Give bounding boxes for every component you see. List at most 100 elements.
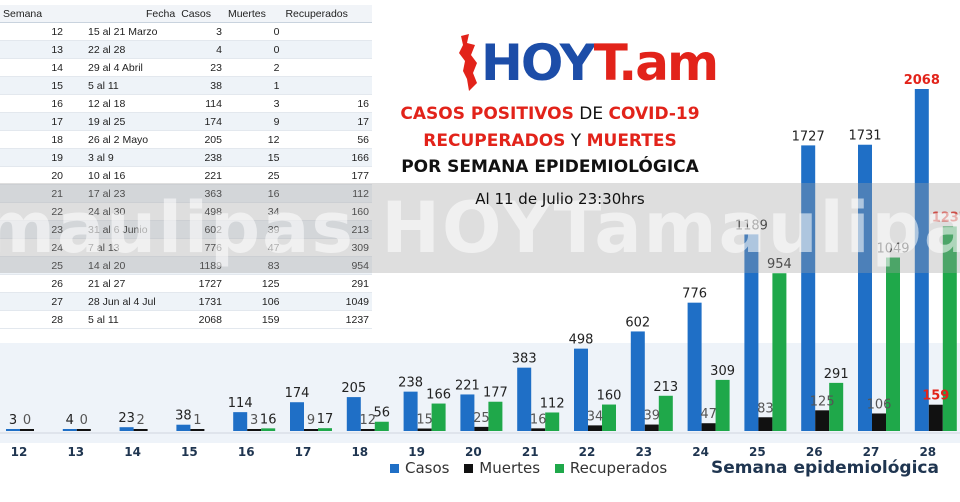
cell-casos: 1189 [178, 256, 225, 275]
cell-muertes: 159 [224, 310, 283, 329]
legend-item-muertes: Muertes [464, 459, 540, 477]
x-tick-13: 13 [67, 445, 84, 459]
cell-casos: 363 [178, 184, 225, 203]
data-label-recuperados-28: 1237 [932, 210, 960, 225]
data-label-casos-18: 205 [341, 381, 366, 396]
table-row: 12 15 al 21 Marzo 3 0 [0, 22, 372, 41]
data-label-recuperados-16: 16 [260, 412, 277, 427]
cell-semana: 18 [0, 130, 66, 149]
title-covid: COVID-19 [608, 104, 700, 124]
tamaulipas-map-icon [459, 34, 477, 91]
cell-fecha: 14 al 20 [66, 256, 179, 275]
bar-muertes-27 [872, 413, 886, 431]
data-label-casos-15: 38 [175, 409, 192, 424]
x-tick-21: 21 [522, 445, 539, 459]
legend-label-muertes: Muertes [479, 459, 541, 477]
cell-recuperados: 56 [282, 130, 372, 149]
bar-muertes-13 [76, 429, 91, 431]
cell-fecha: 19 al 25 [66, 112, 179, 131]
table-row: 28 5 al 11 2068 159 1237 [0, 310, 372, 329]
table-row: 24 7 al 13 776 47 309 [0, 238, 372, 257]
bar-casos-27 [858, 144, 872, 431]
watermark-text: maulipas HOYTamaulipas HOYTama [0, 187, 960, 269]
data-label-recuperados-25: 954 [767, 257, 792, 272]
bar-recuperados-18 [374, 421, 389, 431]
legend-label-casos: Casos [405, 459, 450, 477]
data-label-casos-23: 602 [625, 315, 650, 330]
cell-fecha: 24 al 30 [66, 202, 179, 221]
data-label-recuperados-26: 291 [824, 367, 849, 382]
data-label-muertes-13: 0 [80, 413, 88, 428]
cell-casos: 776 [178, 238, 225, 257]
cell-muertes: 47 [224, 238, 283, 257]
cell-casos: 221 [178, 166, 225, 185]
title-casos-positivos: CASOS POSITIVOS [400, 104, 574, 124]
x-tick-22: 22 [579, 445, 596, 459]
cell-fecha: 3 al 9 [66, 148, 179, 167]
table-row: 21 17 al 23 363 16 112 [0, 184, 372, 203]
cell-semana: 21 [0, 184, 66, 203]
data-label-recuperados-20: 177 [483, 386, 508, 401]
hoytam-logo: HOYT.am [455, 33, 719, 93]
cell-semana: 17 [0, 112, 66, 131]
cell-recuperados [282, 40, 372, 59]
cell-fecha: 10 al 16 [66, 166, 179, 185]
cell-casos: 38 [178, 76, 225, 95]
table-row: 15 5 al 11 38 1 [0, 76, 372, 95]
cell-recuperados: 309 [282, 238, 372, 257]
header-casos: Casos [178, 5, 225, 23]
table-row: 22 24 al 30 498 34 160 [0, 202, 372, 221]
data-label-recuperados-24: 309 [710, 364, 735, 379]
legend-swatch-recuperados [554, 464, 564, 473]
table-row: 19 3 al 9 238 15 166 [0, 148, 372, 167]
x-tick-20: 20 [465, 445, 482, 459]
bar-recuperados-17 [318, 428, 332, 431]
bar-muertes-14 [133, 429, 148, 431]
bar-muertes-18 [360, 429, 375, 431]
cell-recuperados: 160 [282, 202, 372, 221]
data-label-casos-24: 776 [682, 287, 707, 302]
table-row: 26 21 al 27 1727 125 291 [0, 274, 372, 293]
table-row: 13 22 al 28 4 0 [0, 40, 372, 59]
bar-casos-19 [403, 391, 418, 431]
cell-fecha: 29 al 4 Abril [66, 58, 179, 77]
cell-recuperados: 1237 [282, 310, 372, 329]
cell-casos: 4 [178, 40, 225, 59]
title-recuperados: RECUPERADOS [423, 131, 566, 151]
x-tick-18: 18 [351, 445, 368, 459]
table-header-row: Semana Fecha Casos Muertes Recuperados [0, 5, 372, 23]
table-row: 25 14 al 20 1189 83 954 [0, 256, 372, 275]
bar-muertes-22 [588, 425, 602, 431]
data-label-muertes-20: 25 [473, 411, 490, 426]
cell-fecha: 31 al 6 Junio [66, 220, 179, 239]
bar-casos-26 [801, 145, 816, 431]
bars-layer [6, 89, 957, 431]
cell-muertes: 9 [224, 112, 283, 131]
data-label-casos-26: 1727 [792, 129, 825, 144]
table-row: 14 29 al 4 Abril 23 2 [0, 58, 372, 77]
chart-subtitle: Al 11 de Julio 23:30hrs [475, 190, 645, 208]
bar-casos-13 [62, 429, 77, 431]
data-label-casos-21: 383 [512, 352, 537, 367]
bar-casos-28 [914, 89, 929, 431]
x-tick-17: 17 [295, 445, 312, 459]
cell-recuperados: 16 [282, 94, 372, 113]
cell-muertes: 83 [224, 256, 283, 275]
table-row: 20 10 al 16 221 25 177 [0, 166, 372, 185]
chart-title-line2: RECUPERADOS Y MUERTES [370, 131, 730, 151]
cell-semana: 13 [0, 40, 66, 59]
bar-recuperados-24 [715, 379, 730, 431]
table-row: 27 28 Jun al 4 Jul 1731 106 1049 [0, 292, 372, 311]
cell-muertes: 125 [224, 274, 283, 293]
cell-casos: 238 [178, 148, 225, 167]
data-label-muertes-24: 47 [700, 407, 717, 422]
cell-recuperados [282, 22, 372, 41]
legend-item-recuperados: Recuperados [554, 459, 667, 477]
bar-recuperados-19 [431, 403, 446, 431]
bar-muertes-21 [531, 428, 546, 431]
cell-casos: 23 [178, 58, 225, 77]
cell-recuperados: 954 [282, 256, 372, 275]
x-tick-25: 25 [749, 445, 766, 459]
data-label-muertes-26: 125 [810, 394, 835, 409]
